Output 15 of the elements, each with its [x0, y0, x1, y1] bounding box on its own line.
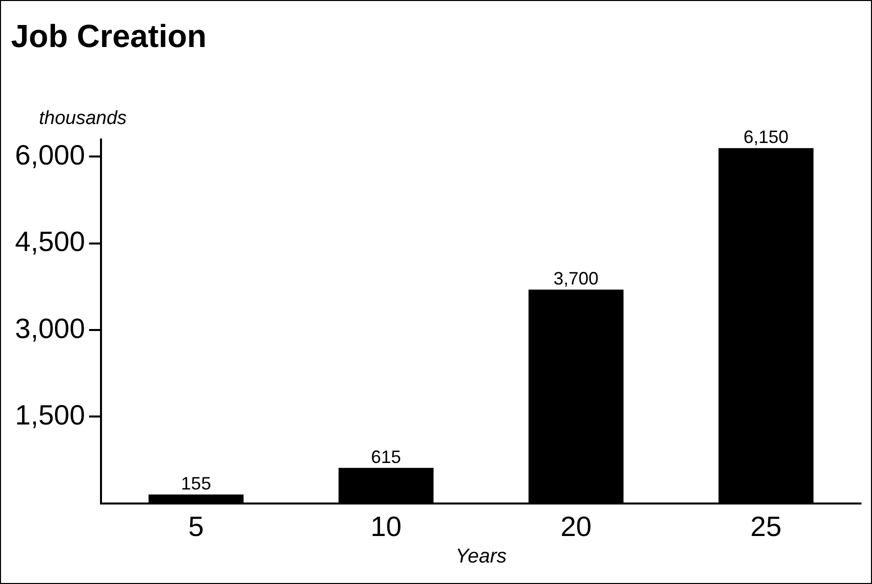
y-tick-label: 1,500: [14, 399, 86, 430]
x-tick-label: 5: [188, 510, 204, 542]
data-label: 3,700: [554, 268, 599, 289]
chart-title: Job Creation: [11, 18, 207, 54]
y-tick-label: 4,500: [14, 226, 86, 258]
x-tick-label: 25: [750, 510, 782, 542]
data-label: 155: [181, 473, 212, 494]
y-axis-title: thousands: [39, 108, 128, 129]
y-tick-label: 6,000: [14, 139, 86, 170]
x-tick-label: 20: [560, 510, 592, 542]
y-tick-label: 3,000: [14, 312, 86, 344]
data-label: 615: [371, 446, 402, 467]
x-tick-label: 10: [370, 510, 402, 542]
data-label: 6,150: [743, 127, 789, 148]
x-axis-title: Years: [455, 546, 507, 568]
